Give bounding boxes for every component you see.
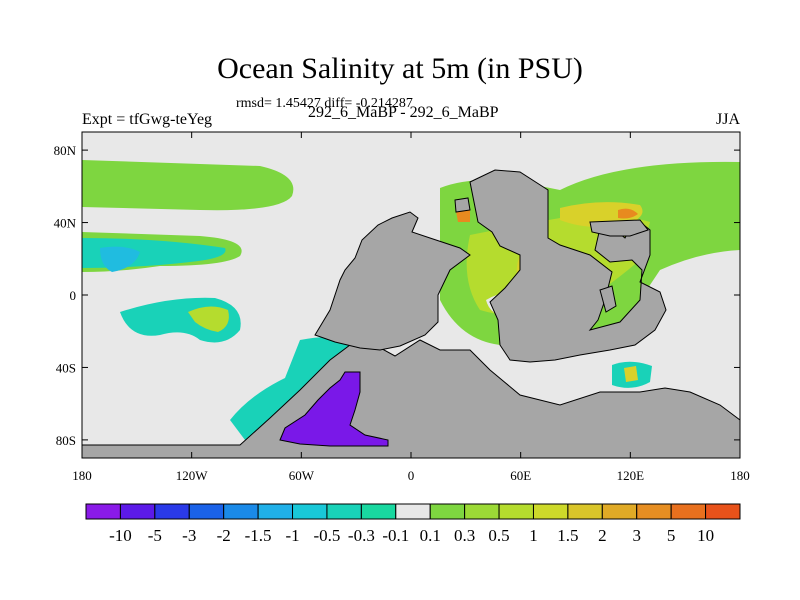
y-tick-label-0: 80N [54,143,77,158]
x-tick-label-6: 180 [730,468,750,483]
colorbar-swatch-0 [85,503,121,520]
colorbar-swatch-2 [154,503,190,520]
colorbar-label-2: -3 [182,526,196,545]
x-axis-ticks: 180 120W 60W 0 60E 120E 180 [72,132,750,483]
colorbar-swatch-11 [464,503,500,520]
land-island [454,197,471,213]
y-tick-label-1: 40N [54,216,77,231]
colorbar-label-16: 5 [667,526,676,545]
colorbar-label-9: 0.1 [420,526,441,545]
colorbar-swatch-6 [292,503,328,520]
colorbar-swatch-3 [188,503,225,520]
colorbar-label-14: 2 [598,526,607,545]
colorbar-swatch-17 [670,503,707,520]
x-tick-label-0: 180 [72,468,92,483]
period-label: 292_6_MaBP - 292_6_MaBP [308,104,499,121]
colorbar-label-3: -2 [217,526,231,545]
colorbar-label-5: -1 [285,526,299,545]
land-antarctica [81,339,741,459]
colorbar-swatch-16 [636,503,672,520]
colorbar-label-6: -0.5 [313,526,340,545]
colorbar-swatch-10 [429,503,466,520]
colorbar-swatch-1 [119,503,156,520]
colorbar-label-15: 3 [632,526,641,545]
colorbar-label-0: -10 [109,526,132,545]
colorbar-label-7: -0.3 [348,526,375,545]
salinity-region-tropical-pacific-core [100,246,140,272]
map-plot [81,131,741,459]
land-southeast-asia [599,285,617,313]
colorbar-label-8: -0.1 [382,526,409,545]
salinity-region-south-pacific-salty [188,306,229,332]
map-title: Ocean Salinity at 5m (in PSU) [217,52,583,85]
colorbar-swatch-18 [705,503,741,520]
colorbar-swatch-12 [498,503,534,520]
x-tick-label-2: 60W [289,468,315,483]
land-americas [314,211,471,351]
colorbar-label-10: 0.3 [454,526,475,545]
y-tick-label-2: 0 [70,288,77,303]
experiment-label: Expt = tfGwg-teYeg [82,111,213,128]
colorbar-swatch-15 [601,503,638,520]
colorbar: -10 -5 -3 -2 -1.5 -1 -0.5 -0.3 -0.1 0.1 0.3 0.5 1 1.5… [85,503,741,545]
colorbar-label-11: 0.5 [488,526,509,545]
stats-label: rmsd= 1.45427 diff= -0.214287 [236,96,413,111]
x-tick-label-5: 120E [617,468,645,483]
salinity-region-southeast-asia-salty [624,366,638,382]
x-tick-label-3: 0 [408,468,415,483]
x-tick-label-4: 60E [510,468,531,483]
colorbar-label-12: 1 [529,526,538,545]
colorbar-label-17: 10 [697,526,714,545]
salinity-region-weddell-sea [279,371,389,447]
colorbar-swatch-14 [567,503,603,520]
colorbar-swatch-8 [360,503,397,520]
colorbar-swatch-5 [257,503,294,520]
colorbar-label-4: -1.5 [245,526,272,545]
colorbar-swatch-7 [326,503,362,520]
y-tick-label-4: 80S [56,433,76,448]
salinity-region-north-pacific [82,160,294,211]
salinity-region-north-sea [618,208,638,219]
season-label: JJA [716,111,741,128]
colorbar-swatch-4 [223,503,259,520]
y-axis-ticks: 80N 40N 0 40S 80S [54,143,740,448]
colorbar-swatch-13 [532,503,569,520]
colorbar-label-1: -5 [148,526,162,545]
land-northern-continent [589,219,649,237]
x-tick-label-1: 120W [176,468,209,483]
colorbar-swatch-9 [395,503,431,520]
y-tick-label-3: 40S [56,360,76,375]
colorbar-label-13: 1.5 [557,526,578,545]
